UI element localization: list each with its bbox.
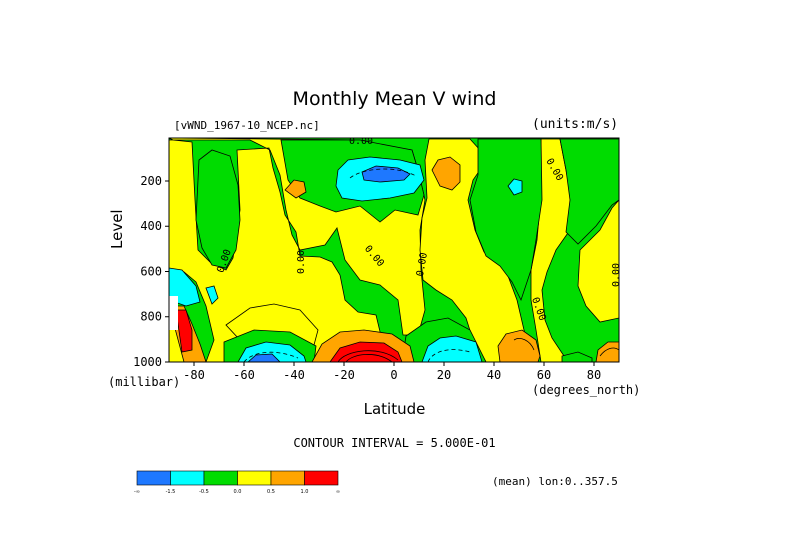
missing-data-region [169,296,178,330]
x-tick-label: 60 [537,368,551,382]
y-tick-label: 800 [140,310,162,324]
red-region [175,309,193,353]
green-region [195,149,241,269]
x-tick-label: 0 [390,368,397,382]
x-tick-label: -80 [183,368,205,382]
green-region [469,138,543,302]
y-axis-label: Level [108,209,126,249]
x-tick-label: -20 [333,368,355,382]
y-tick-label: 1000 [133,355,162,369]
colorbar-swatch [237,470,272,486]
x-tick-label: 20 [437,368,451,382]
cyan-region [205,285,219,305]
yellow-region [577,199,619,323]
colorbar-swatch [203,470,238,486]
y-tick-label: 200 [140,174,162,188]
y-tick-label: 600 [140,264,162,278]
colorbar-tick-label: 0.0 [234,489,242,495]
contour-label: 0.00 [349,136,373,147]
colorbar-tick-label: ∞ [336,489,340,495]
dataset-label: [vWND_1967-10_NCEP.nc] [174,119,320,132]
x-axis-label: Latitude [363,400,426,418]
colorbar-tick-label: -∞ [134,489,140,495]
green-region [561,351,593,362]
contour-label: 0.00 [296,250,307,274]
cyan-region [421,335,483,362]
colorbar-swatch [170,470,205,486]
y-axis-unit: (millibar) [108,375,181,389]
orange-region [497,329,541,362]
averaging-label: (mean) lon:0..357.5 [492,475,618,488]
colorbar: -∞ -1.5 -0.5 0.0 0.5 1.0 ∞ [134,470,340,495]
orange-region [431,156,461,191]
colorbar-tick-label: 0.5 [267,489,275,495]
contour-label: 0.00 [611,263,622,287]
cyan-region [507,178,523,196]
colorbar-swatch [270,470,305,486]
chart-title: Monthly Mean V wind [292,88,497,110]
contour-interval-label: CONTOUR INTERVAL = 5.000E-01 [293,436,496,450]
orange-region [595,341,619,362]
x-tick-label: -60 [233,368,255,382]
orange-region [284,179,307,199]
plot-area: 0.000.000.00 0.00 0.000.000.000.00 [169,136,622,362]
contour-fill-extremes [169,156,619,362]
x-tick-label: 40 [487,368,501,382]
colorbar-tick-label: -0.5 [199,489,209,495]
colorbar-swatch [136,470,171,486]
units-label: (units:m/s) [532,117,619,132]
x-tick-label: 80 [587,368,601,382]
contour-label: 0.00 [415,252,430,278]
axes: -80 -60 -40 -20 0 20 40 60 80 200 400 600 800 1000 [133,174,601,382]
blue-region [247,353,281,362]
colorbar-tick-label: -1.5 [166,489,176,495]
x-tick-label: -40 [283,368,305,382]
x-axis-unit: (degrees_north) [532,383,641,397]
colorbar-tick-label: 1.0 [301,489,309,495]
colorbar-swatch [304,470,339,486]
green-region [559,138,619,245]
contour-lines [243,168,619,362]
y-tick-label: 400 [140,219,162,233]
